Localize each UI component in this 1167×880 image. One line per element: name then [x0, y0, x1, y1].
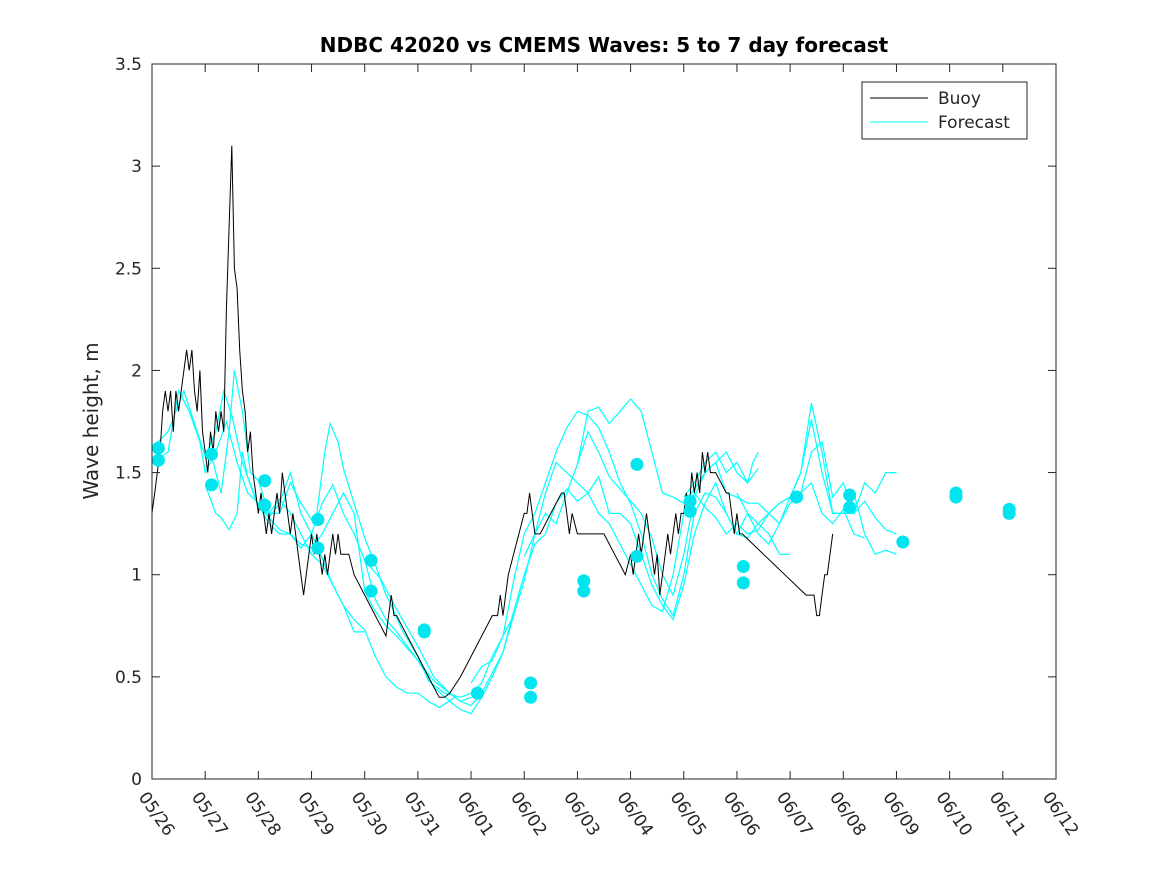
forecast-marker: [205, 478, 219, 492]
x-tick-label: 06/08: [825, 788, 869, 840]
forecast-marker: [683, 494, 697, 508]
forecast-marker: [151, 453, 165, 467]
forecast-line: [736, 419, 897, 546]
x-tick-label: 06/12: [1038, 788, 1082, 840]
forecast-marker: [470, 686, 484, 700]
buoy-line: [151, 145, 834, 698]
forecast-marker: [311, 541, 325, 555]
forecast-marker: [205, 447, 219, 461]
x-tick-label: 05/26: [134, 788, 178, 840]
forecast-marker: [630, 457, 644, 471]
forecast-marker: [843, 500, 857, 514]
forecast-marker: [843, 488, 857, 502]
legend-label-forecast: Forecast: [938, 113, 1010, 133]
forecast-marker: [151, 441, 165, 455]
forecast-marker: [258, 498, 272, 512]
legend-box: [861, 81, 1028, 140]
forecast-marker: [789, 490, 803, 504]
x-tick-label: 05/30: [347, 788, 391, 840]
x-tick-label: 06/11: [985, 788, 1029, 840]
forecast-line: [151, 388, 456, 709]
forecast-marker: [683, 504, 697, 518]
forecast-marker: [736, 560, 750, 574]
forecast-line: [257, 430, 759, 707]
legend: Buoy Forecast: [861, 81, 1028, 140]
forecast-marker: [896, 535, 910, 549]
x-tick-label: 05/29: [293, 788, 337, 840]
x-tick-label: 06/09: [878, 788, 922, 840]
forecast-marker: [524, 690, 538, 704]
y-tick-label: 2.5: [115, 259, 142, 279]
y-tick-label: 3: [131, 157, 142, 177]
forecast-marker: [258, 474, 272, 488]
legend-label-buoy: Buoy: [938, 89, 981, 109]
x-tick-label: 05/28: [240, 788, 284, 840]
forecast-marker: [736, 576, 750, 590]
y-tick-label: 1.5: [115, 464, 142, 484]
y-tick-label: 1: [131, 566, 142, 586]
y-tick-label: 0.5: [115, 668, 142, 688]
forecast-line: [151, 389, 365, 633]
forecast-marker: [364, 584, 378, 598]
marker-layer: [151, 441, 1016, 704]
forecast-line: [576, 398, 897, 525]
x-tick-label: 06/10: [932, 788, 976, 840]
y-tick-label: 2: [131, 361, 142, 381]
forecast-marker: [364, 553, 378, 567]
forecast-marker: [311, 513, 325, 527]
y-tick-label: 0: [131, 770, 142, 790]
forecast-marker: [577, 584, 591, 598]
x-tick-label: 05/27: [187, 788, 231, 840]
forecast-marker: [577, 574, 591, 588]
y-axis-label: Wave height, m: [79, 342, 103, 499]
x-tick-label: 06/03: [559, 788, 603, 840]
series-layer: [151, 145, 897, 715]
x-tick-label: 06/05: [666, 788, 710, 840]
chart-title: NDBC 42020 vs CMEMS Waves: 5 to 7 day fo…: [320, 33, 889, 57]
plot-area: [152, 64, 1056, 779]
forecast-marker: [1002, 506, 1016, 520]
x-tick-label: 06/01: [453, 788, 497, 840]
x-tick-label: 06/02: [506, 788, 550, 840]
x-tick-label: 06/06: [719, 788, 763, 840]
x-tick-label: 06/04: [612, 788, 656, 840]
axes-box: [151, 63, 1057, 780]
forecast-marker: [524, 676, 538, 690]
x-tick-label: 06/07: [772, 788, 816, 840]
forecast-marker: [949, 490, 963, 504]
forecast-line: [204, 370, 515, 698]
forecast-marker: [630, 549, 644, 563]
x-tick-label: 05/31: [400, 788, 444, 840]
forecast-marker: [417, 625, 431, 639]
y-tick-label: 3.5: [115, 55, 142, 75]
